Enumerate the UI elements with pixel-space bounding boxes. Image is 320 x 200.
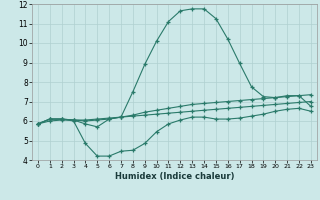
X-axis label: Humidex (Indice chaleur): Humidex (Indice chaleur)	[115, 172, 234, 181]
